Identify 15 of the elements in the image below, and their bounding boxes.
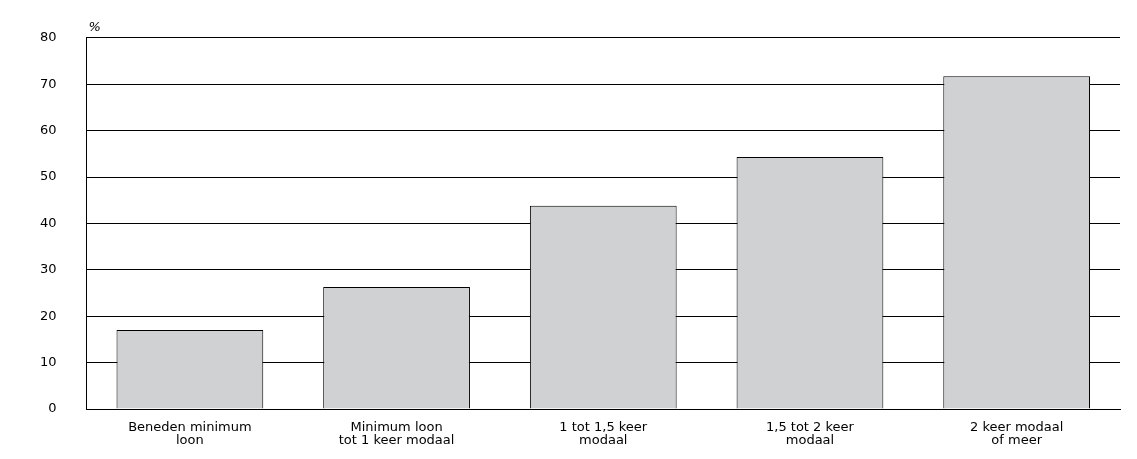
y-tick-label: 40 bbox=[40, 214, 57, 230]
y-tick-label: 80 bbox=[40, 29, 57, 45]
x-tick-label: 2 keer modaal of meer bbox=[969, 418, 1064, 447]
x-tick-label: Beneden minimum loon bbox=[128, 418, 252, 447]
y-axis-title: % bbox=[88, 18, 101, 34]
y-tick-label: 70 bbox=[40, 75, 57, 91]
y-tick-label: 0 bbox=[48, 400, 57, 416]
y-tick-label: 30 bbox=[40, 261, 57, 277]
y-tick-label: 60 bbox=[40, 121, 57, 137]
x-tick-label: 1 tot 1,5 keer modaal bbox=[559, 418, 648, 447]
y-tick-label: 50 bbox=[40, 168, 57, 184]
x-tick-label: Minimum loon tot 1 keer modaal bbox=[338, 418, 455, 447]
y-tick-label: 20 bbox=[40, 307, 57, 323]
x-tick-label: 1,5 tot 2 keer modaal bbox=[766, 418, 855, 447]
y-tick-label: 10 bbox=[40, 353, 57, 369]
